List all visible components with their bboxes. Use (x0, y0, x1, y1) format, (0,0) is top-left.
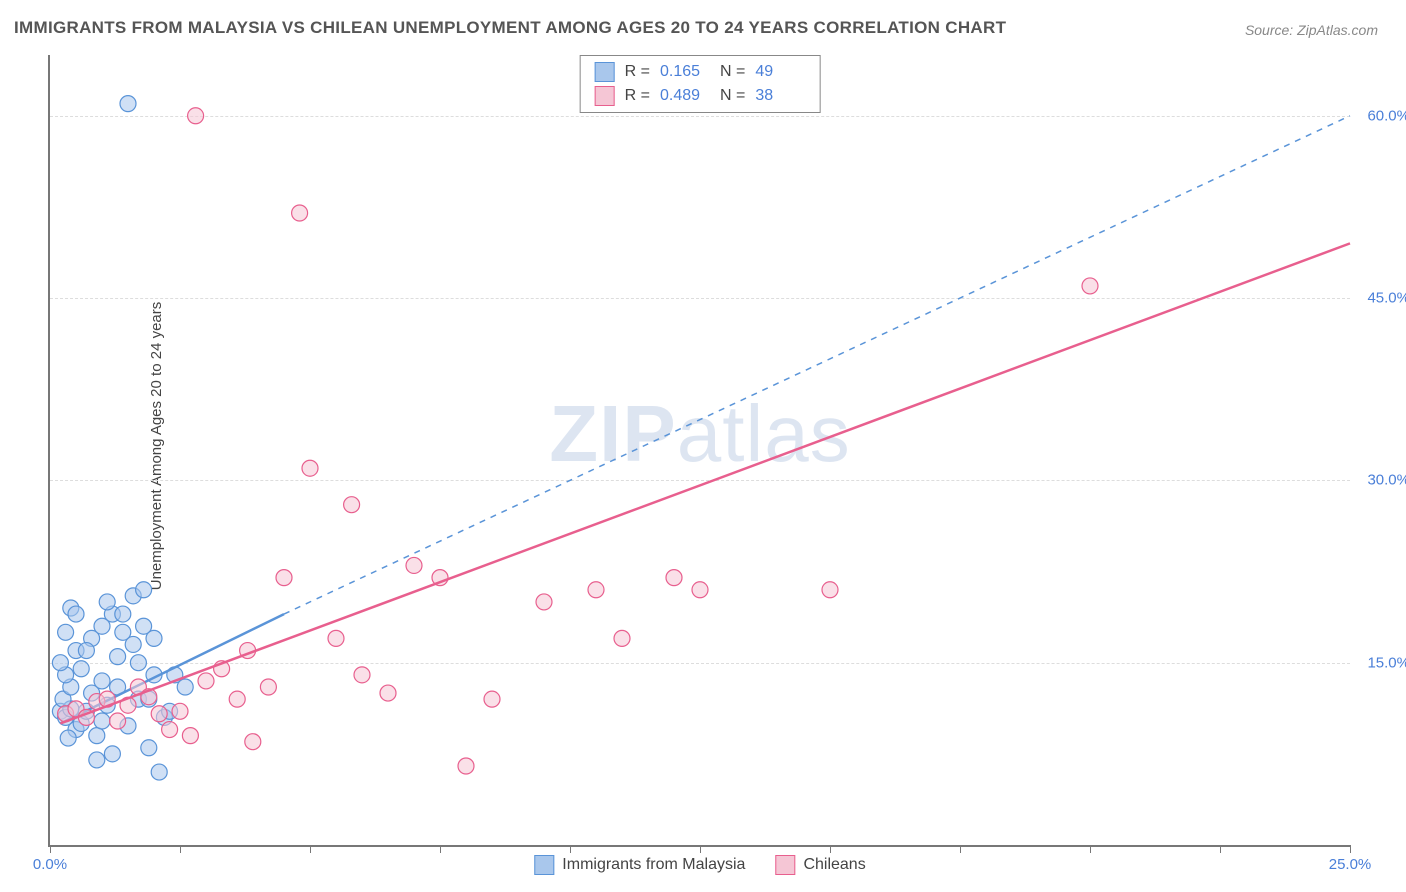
data-point (666, 570, 682, 586)
data-point (115, 606, 131, 622)
data-point (188, 108, 204, 124)
data-point (198, 673, 214, 689)
data-point (110, 713, 126, 729)
bottom-legend: Immigrants from Malaysia Chileans (534, 855, 865, 875)
data-point (302, 460, 318, 476)
data-point (110, 649, 126, 665)
x-tick (570, 845, 571, 853)
source-label: Source: ZipAtlas.com (1245, 22, 1378, 38)
data-point (354, 667, 370, 683)
legend-swatch (775, 855, 795, 875)
data-point (104, 746, 120, 762)
data-point (229, 691, 245, 707)
data-point (60, 730, 76, 746)
data-point (89, 728, 105, 744)
data-point (380, 685, 396, 701)
data-point (141, 740, 157, 756)
x-tick-label: 0.0% (33, 856, 67, 873)
data-point (136, 582, 152, 598)
y-tick-label: 30.0% (1367, 472, 1406, 489)
x-tick (700, 845, 701, 853)
data-point (78, 643, 94, 659)
data-point (52, 655, 68, 671)
x-tick (1220, 845, 1221, 853)
data-point (151, 706, 167, 722)
data-point (172, 703, 188, 719)
legend-item: Immigrants from Malaysia (534, 855, 745, 875)
x-tick (1350, 845, 1351, 853)
data-point (120, 96, 136, 112)
legend-item: Chileans (775, 855, 865, 875)
data-point (182, 728, 198, 744)
data-point (94, 673, 110, 689)
data-point (614, 630, 630, 646)
data-point (1082, 278, 1098, 294)
data-point (260, 679, 276, 695)
x-tick (180, 845, 181, 853)
data-point (94, 713, 110, 729)
trend-line (60, 243, 1350, 723)
data-point (406, 557, 422, 573)
data-point (130, 655, 146, 671)
legend-label: Immigrants from Malaysia (562, 856, 745, 874)
y-tick-label: 60.0% (1367, 107, 1406, 124)
data-point (151, 764, 167, 780)
legend-swatch (534, 855, 554, 875)
data-point (536, 594, 552, 610)
data-point (458, 758, 474, 774)
plot-area: ZIPatlas R = 0.165N = 49R = 0.489N = 38 … (48, 55, 1350, 847)
data-point (484, 691, 500, 707)
data-point (125, 636, 141, 652)
legend-label: Chileans (803, 856, 865, 874)
x-tick (1090, 845, 1091, 853)
x-tick (830, 845, 831, 853)
data-point (146, 630, 162, 646)
x-tick (440, 845, 441, 853)
data-point (73, 661, 89, 677)
trend-line-dashed (284, 116, 1350, 614)
data-point (162, 722, 178, 738)
data-point (692, 582, 708, 598)
chart-container: IMMIGRANTS FROM MALAYSIA VS CHILEAN UNEM… (0, 0, 1406, 892)
data-point (328, 630, 344, 646)
data-point (58, 624, 74, 640)
data-point (99, 594, 115, 610)
data-point (588, 582, 604, 598)
data-point (292, 205, 308, 221)
data-point (344, 497, 360, 513)
data-point (822, 582, 838, 598)
data-point (89, 752, 105, 768)
data-point (276, 570, 292, 586)
data-point (245, 734, 261, 750)
chart-title: IMMIGRANTS FROM MALAYSIA VS CHILEAN UNEM… (14, 18, 1006, 38)
data-point (177, 679, 193, 695)
x-tick (960, 845, 961, 853)
svg-layer (50, 55, 1350, 845)
x-tick (310, 845, 311, 853)
x-tick (50, 845, 51, 853)
data-point (68, 606, 84, 622)
y-tick-label: 15.0% (1367, 654, 1406, 671)
y-tick-label: 45.0% (1367, 290, 1406, 307)
x-tick-label: 25.0% (1329, 856, 1372, 873)
